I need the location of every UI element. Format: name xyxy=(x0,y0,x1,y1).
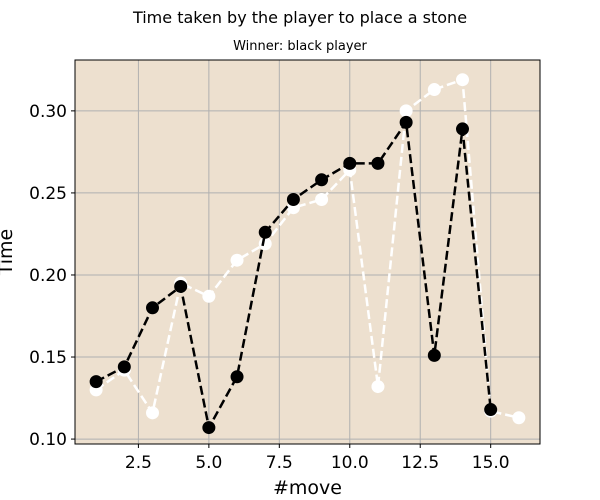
data-point xyxy=(230,253,244,267)
data-point xyxy=(146,406,159,420)
data-point xyxy=(258,237,272,251)
data-point xyxy=(258,225,272,239)
x-tick-label: 5.0 xyxy=(195,453,222,473)
series-line xyxy=(95,77,520,419)
chart-subtitle: Winner: black player xyxy=(233,39,367,54)
x-tick-label: 12.5 xyxy=(401,453,439,473)
data-point xyxy=(117,360,131,374)
data-point xyxy=(399,115,413,129)
data-point xyxy=(456,122,469,136)
data-point xyxy=(371,156,385,170)
data-point xyxy=(399,104,413,118)
data-point xyxy=(146,301,159,315)
x-axis-label: #move xyxy=(273,477,342,499)
data-point xyxy=(427,83,441,97)
data-point xyxy=(427,348,441,362)
x-tick-label: 7.5 xyxy=(266,453,293,473)
data-point xyxy=(512,411,526,425)
data-point xyxy=(230,370,244,384)
data-point xyxy=(315,173,329,187)
y-tick-label: 0.25 xyxy=(29,184,67,204)
y-tick-label: 0.30 xyxy=(29,102,67,122)
data-point xyxy=(484,403,498,417)
data-point xyxy=(343,156,357,170)
data-point xyxy=(202,289,216,303)
data-point xyxy=(174,279,188,293)
y-tick-label: 0.10 xyxy=(29,430,67,450)
y-tick-label: 0.20 xyxy=(29,266,67,286)
data-point xyxy=(89,375,103,389)
data-point xyxy=(286,192,300,206)
plot-frame xyxy=(74,59,541,445)
x-tick-label: 15.0 xyxy=(472,453,510,473)
chart-title: Time taken by the player to place a ston… xyxy=(132,8,468,27)
data-point xyxy=(315,192,329,206)
data-point xyxy=(371,380,385,394)
x-tick-label: 10.0 xyxy=(331,453,369,473)
y-axis-label: Time xyxy=(0,229,17,277)
x-tick-label: 2.5 xyxy=(125,453,152,473)
plot-area xyxy=(75,60,540,444)
data-point xyxy=(456,73,469,87)
y-tick-label: 0.15 xyxy=(29,348,67,368)
data-point xyxy=(202,421,216,435)
